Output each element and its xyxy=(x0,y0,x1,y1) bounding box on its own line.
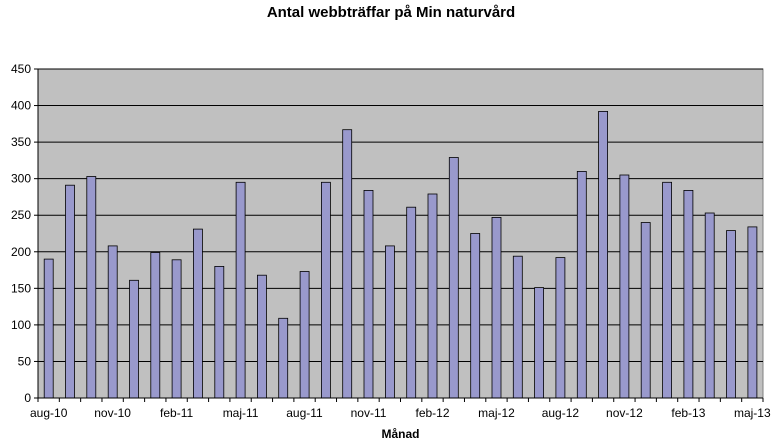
bar-nov-11 xyxy=(363,189,374,399)
x-tick-label: feb-11 xyxy=(160,406,193,420)
bar-jun-12 xyxy=(512,255,523,399)
bar-okt-10 xyxy=(86,176,97,399)
y-tick-label: 150 xyxy=(11,281,31,295)
y-tick-label: 200 xyxy=(11,245,31,259)
x-tick-label: aug-11 xyxy=(286,406,323,420)
bar-apr-13 xyxy=(726,230,736,399)
bars xyxy=(43,111,758,399)
bar-mar-13 xyxy=(704,212,715,399)
bar-mar-12 xyxy=(448,157,459,399)
bar-nov-12 xyxy=(619,174,630,399)
bar-maj-12 xyxy=(491,216,502,399)
bar-jan-11 xyxy=(150,252,161,399)
y-tick-label: 50 xyxy=(18,354,32,368)
bar-jan-13 xyxy=(662,181,672,399)
bar-sep-11 xyxy=(320,181,331,399)
y-tick-label: 400 xyxy=(11,99,31,113)
y-axis: 0 50 100 150 200 250 300 350 400 450 xyxy=(11,62,39,405)
bar-jul-12 xyxy=(534,287,544,399)
bar-nov-10 xyxy=(107,245,118,399)
bar-maj-11 xyxy=(235,181,246,399)
y-tick-label: 0 xyxy=(24,391,31,405)
bar-dec-10 xyxy=(129,279,139,399)
x-tick-label: aug-12 xyxy=(542,406,580,420)
plot-area xyxy=(37,68,764,399)
bar-jan-12 xyxy=(406,206,417,399)
bar-aug-11 xyxy=(299,271,310,399)
bar-jun-11 xyxy=(256,274,267,399)
bar-okt-11 xyxy=(342,129,353,399)
x-tick-label: nov-11 xyxy=(351,406,387,420)
bar-sep-12 xyxy=(576,170,587,399)
x-tick-label: maj-12 xyxy=(478,406,515,420)
bar-jul-11 xyxy=(278,317,289,399)
chart-title: Antal webbträffar på Min naturvård xyxy=(266,4,516,21)
bar-maj-13 xyxy=(747,226,758,399)
y-tick-label: 100 xyxy=(11,318,31,332)
y-tick-label: 300 xyxy=(11,172,31,186)
x-tick-label: maj-13 xyxy=(734,406,771,420)
y-tick-label: 250 xyxy=(11,208,31,222)
bar-aug-12 xyxy=(555,257,566,399)
y-tick-label: 450 xyxy=(11,62,31,76)
bar-aug-10 xyxy=(43,258,54,399)
bar-dec-12 xyxy=(640,222,651,399)
bar-sep-10 xyxy=(65,184,75,399)
bar-feb-13 xyxy=(683,189,694,399)
x-axis: aug-10 nov-10 feb-11 maj-11 aug-11 nov-11 feb-… xyxy=(30,397,771,420)
x-tick-label: maj-11 xyxy=(223,406,259,420)
bar-feb-11 xyxy=(171,259,182,399)
y-tick-label: 350 xyxy=(11,135,31,149)
bar-mar-11 xyxy=(192,228,203,399)
bar-dec-11 xyxy=(384,245,395,399)
bar-apr-11 xyxy=(214,265,225,399)
x-tick-label: nov-12 xyxy=(606,406,643,420)
bar-okt-12 xyxy=(598,111,608,399)
bar-apr-12 xyxy=(470,233,481,399)
x-tick-label: aug-10 xyxy=(30,406,68,420)
x-tick-label: feb-13 xyxy=(671,406,705,420)
bar-feb-12 xyxy=(427,193,438,399)
x-tick-label: feb-12 xyxy=(415,406,449,420)
x-tick-label: nov-10 xyxy=(94,406,131,420)
x-axis-title: Månad xyxy=(381,427,419,441)
